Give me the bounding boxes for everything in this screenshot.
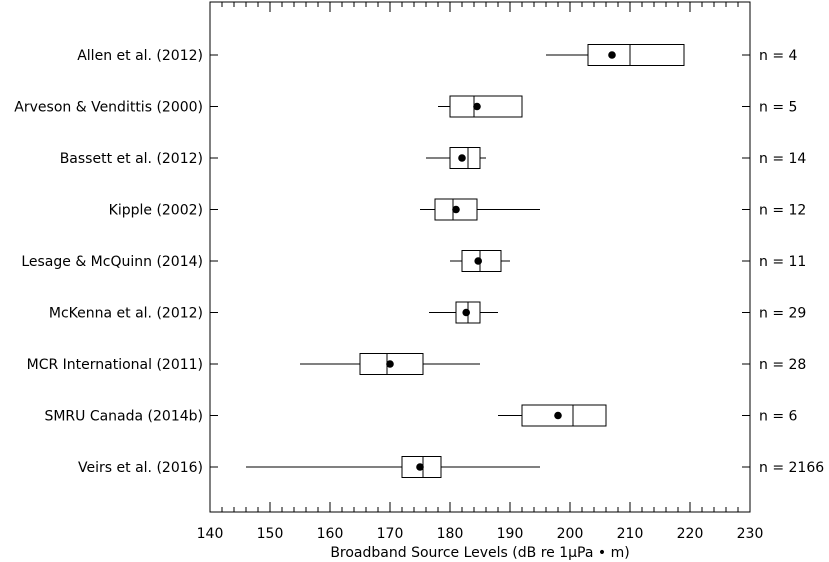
sample-size-label: n = 4 — [759, 48, 798, 64]
study-label: MCR International (2011) — [27, 357, 203, 373]
mean-marker — [386, 360, 394, 368]
sample-size-label: n = 29 — [759, 306, 806, 322]
study-row: Bassett et al. (2012) n = 14 — [60, 147, 806, 169]
sample-size-label: n = 14 — [759, 151, 806, 167]
study-row: Arveson & Vendittis (2000) n = 5 — [14, 95, 797, 118]
mean-marker — [474, 257, 483, 265]
x-tick-label: 200 — [557, 526, 584, 542]
x-tick-label: 140 — [197, 526, 224, 542]
iqr-box — [521, 404, 607, 427]
x-tick-label: 170 — [377, 526, 404, 542]
sample-size-label: n = 2166 — [759, 460, 824, 476]
iqr-box — [587, 44, 685, 66]
mean-marker — [554, 411, 562, 420]
study-row: Allen et al. (2012) n = 4 — [77, 44, 798, 66]
study-label: Kipple (2002) — [109, 203, 203, 219]
study-row: Veirs et al. (2016) n = 2166 — [78, 456, 824, 478]
x-tick-label: 180 — [437, 526, 464, 542]
x-axis-title: Broadband Source Levels (dB re 1μPa • m) — [330, 545, 629, 561]
iqr-box — [449, 95, 523, 118]
study-row: Lesage & McQuinn (2014) n = 11 — [21, 250, 806, 272]
mean-marker — [458, 154, 466, 162]
mean-marker — [462, 308, 471, 317]
x-tick-label: 210 — [617, 526, 644, 542]
x-axis-ticks: 140 150 160 170 180 190 200 210 220 230 — [197, 2, 764, 542]
study-row: McKenna et al. (2012) n = 29 — [49, 301, 806, 324]
study-row: MCR International (2011) n = 28 — [27, 353, 806, 375]
x-tick-label: 160 — [317, 526, 344, 542]
study-label: Lesage & McQuinn (2014) — [21, 254, 203, 270]
study-label: Allen et al. (2012) — [77, 48, 203, 64]
mean-marker — [608, 51, 616, 59]
x-tick-label: 150 — [257, 526, 284, 542]
mean-marker — [473, 102, 481, 111]
sample-size-label: n = 28 — [759, 357, 806, 373]
study-label: McKenna et al. (2012) — [49, 306, 203, 322]
x-tick-label: 220 — [677, 526, 704, 542]
x-tick-label: 230 — [737, 526, 764, 542]
box-rows: Allen et al. (2012) n = 4 Arveson & Vendit… — [14, 44, 824, 478]
study-label: SMRU Canada (2014b) — [44, 409, 203, 425]
mean-marker — [452, 205, 460, 214]
sample-size-label: n = 5 — [759, 100, 797, 116]
study-label: Arveson & Vendittis (2000) — [14, 100, 203, 116]
mean-marker — [416, 463, 424, 471]
study-label: Bassett et al. (2012) — [60, 151, 203, 167]
study-row: Kipple (2002) n = 12 — [109, 198, 806, 221]
study-row: SMRU Canada (2014b) n = 6 — [44, 404, 798, 427]
plot-frame — [209, 1, 751, 513]
study-label: Veirs et al. (2016) — [78, 460, 203, 476]
sample-size-label: n = 6 — [759, 409, 798, 425]
x-tick-label: 190 — [497, 526, 524, 542]
sample-size-label: n = 12 — [759, 203, 806, 219]
sample-size-label: n = 11 — [759, 254, 806, 270]
